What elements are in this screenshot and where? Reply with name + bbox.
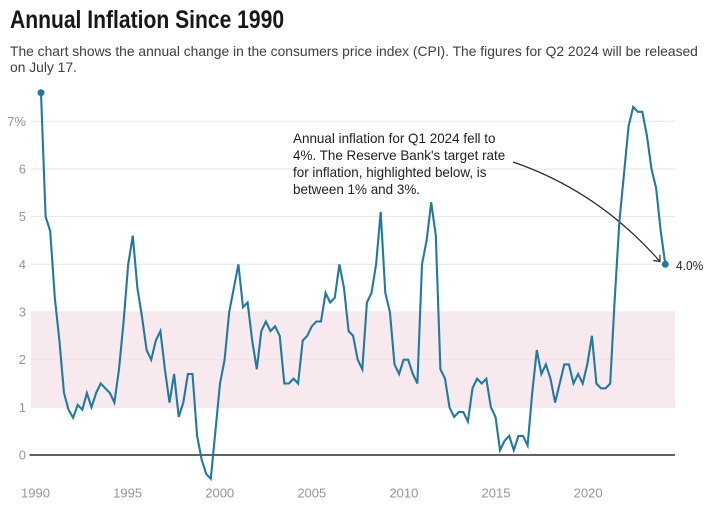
svg-text:2015: 2015 <box>482 485 511 500</box>
svg-text:0: 0 <box>19 448 26 463</box>
svg-text:6: 6 <box>19 162 26 177</box>
svg-text:2020: 2020 <box>574 485 603 500</box>
svg-text:2010: 2010 <box>389 485 418 500</box>
svg-text:5: 5 <box>19 209 26 224</box>
svg-text:1995: 1995 <box>113 485 142 500</box>
svg-text:2005: 2005 <box>297 485 326 500</box>
svg-text:1990: 1990 <box>21 485 50 500</box>
svg-text:7%: 7% <box>7 114 26 129</box>
svg-text:3: 3 <box>19 305 26 320</box>
svg-text:2: 2 <box>19 352 26 367</box>
svg-text:4: 4 <box>19 257 26 272</box>
svg-text:2000: 2000 <box>205 485 234 500</box>
svg-text:1: 1 <box>19 400 26 415</box>
